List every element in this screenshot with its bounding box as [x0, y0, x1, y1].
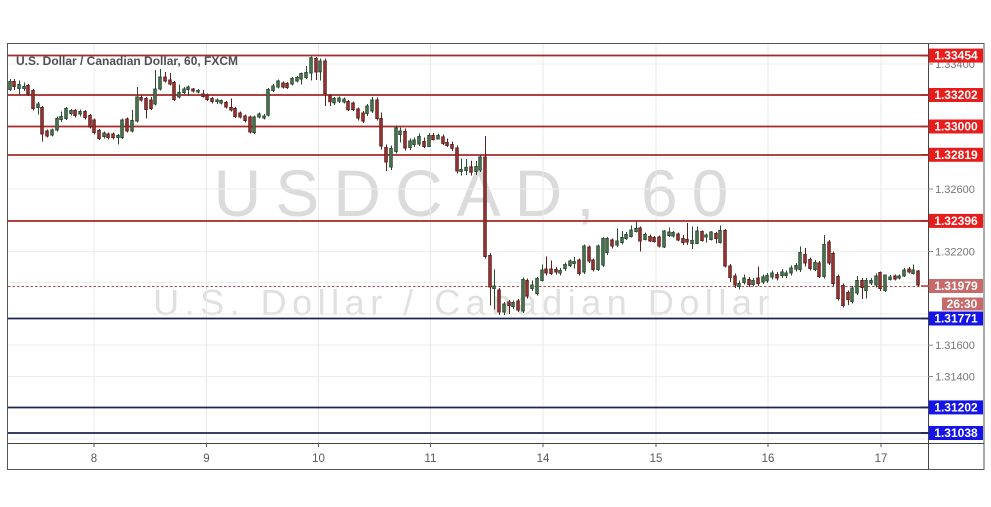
svg-text:8: 8 [91, 453, 97, 465]
svg-text:9: 9 [203, 453, 209, 465]
svg-text:1.32819: 1.32819 [934, 148, 978, 162]
svg-text:U.S. Dollar / Canadian Dollar,: U.S. Dollar / Canadian Dollar, 60, FXCM [16, 54, 238, 68]
svg-text:11: 11 [425, 453, 437, 465]
svg-text:U.S. Dollar / Canadian Dollar: U.S. Dollar / Canadian Dollar [153, 282, 775, 323]
svg-text:17: 17 [875, 453, 888, 465]
svg-text:1.32600: 1.32600 [935, 184, 975, 196]
svg-text:1.32200: 1.32200 [935, 247, 975, 259]
svg-text:1.31202: 1.31202 [934, 400, 978, 414]
svg-text:15: 15 [650, 453, 663, 465]
svg-text:1.31600: 1.31600 [935, 340, 975, 352]
svg-text:10: 10 [312, 453, 325, 465]
svg-text:1.33202: 1.33202 [934, 88, 978, 102]
svg-text:1.32396: 1.32396 [934, 214, 978, 228]
svg-text:1.33454: 1.33454 [934, 49, 978, 63]
svg-text:26:30: 26:30 [947, 297, 978, 311]
svg-text:14: 14 [537, 453, 550, 465]
svg-text:1.31979: 1.31979 [934, 279, 978, 293]
svg-text:16: 16 [762, 453, 775, 465]
svg-text:1.31038: 1.31038 [934, 426, 978, 440]
svg-text:1.31400: 1.31400 [935, 372, 975, 384]
svg-text:1.33000: 1.33000 [934, 120, 978, 134]
svg-text:USDCAD, 60: USDCAD, 60 [214, 156, 743, 230]
svg-text:1.31771: 1.31771 [934, 312, 978, 326]
